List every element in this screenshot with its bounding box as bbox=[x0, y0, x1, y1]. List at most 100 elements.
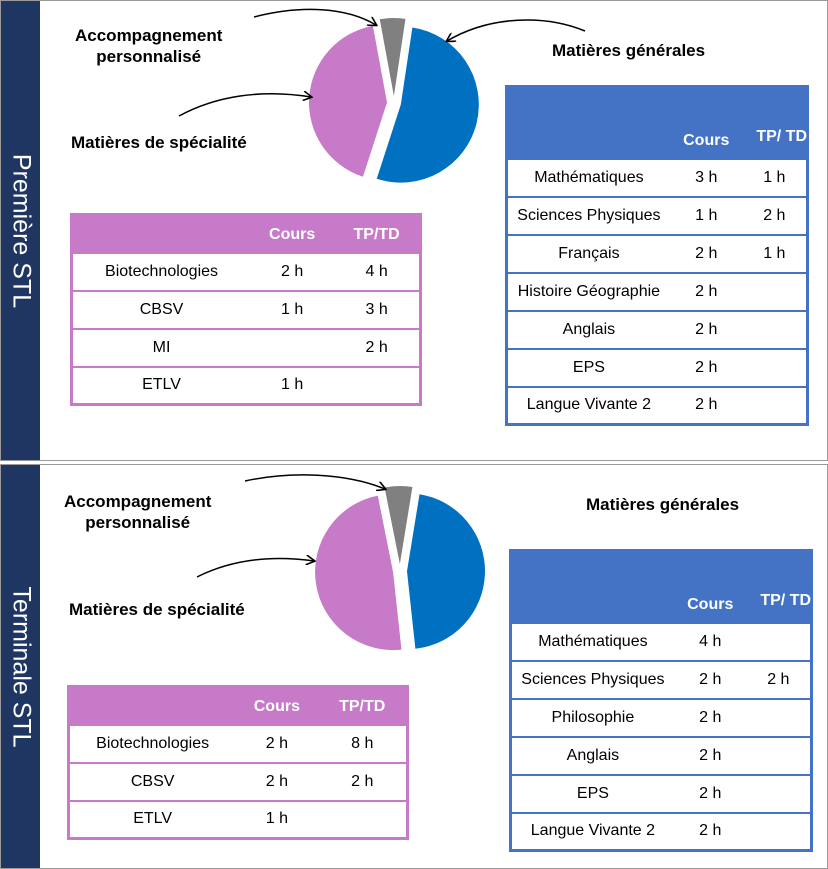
terminale-stl-panel: Terminale STL Accompagnement personnalis… bbox=[0, 464, 828, 869]
cours-cell: 2 h bbox=[669, 385, 743, 425]
tptd-cell bbox=[746, 697, 812, 737]
cours-cell: 2 h bbox=[673, 697, 747, 737]
terminale-pie-chart bbox=[310, 481, 490, 661]
subject-cell: Langue Vivante 2 bbox=[506, 385, 670, 425]
tptd-cell: 3 h bbox=[334, 289, 421, 329]
pie-slice-specialite bbox=[315, 495, 402, 651]
terminale-generales-table: Cours TP/ TD Mathématiques 4 h Sciences Phys… bbox=[509, 549, 813, 852]
premiere-generales-label: Matières générales bbox=[552, 41, 706, 60]
tptd-cell: 4 h bbox=[334, 251, 421, 291]
subject-cell: Biotechnologies bbox=[68, 723, 236, 763]
tptd-cell: 2 h bbox=[318, 761, 408, 801]
premiere-sidebar: Première STL bbox=[1, 1, 40, 460]
cours-cell: 2 h bbox=[673, 811, 747, 851]
subject-cell: Français bbox=[506, 233, 670, 273]
column-header bbox=[68, 686, 236, 725]
tptd-cell bbox=[742, 271, 808, 311]
pie-slice-specialite bbox=[309, 25, 388, 177]
table-row: ETLV 1 h bbox=[68, 799, 408, 839]
premiere-pie-chart bbox=[304, 13, 484, 193]
premiere-accompagnement-line2: personnalisé bbox=[96, 47, 202, 66]
premiere-specialite-label: Matières de spécialité bbox=[71, 133, 247, 152]
cours-cell: 1 h bbox=[669, 195, 743, 235]
cours-cell: 2 h bbox=[669, 309, 743, 349]
subject-cell: Mathématiques bbox=[506, 157, 670, 197]
terminale-accompagnement-line2: personnalisé bbox=[85, 513, 191, 532]
table-row: Mathématiques 4 h bbox=[510, 621, 812, 661]
premiere-stl-panel: Première STL Accompagnement personnalisé… bbox=[0, 0, 828, 461]
column-header bbox=[71, 214, 251, 253]
subject-cell: Histoire Géographie bbox=[506, 271, 670, 311]
premiere-accompagnement-line1: Accompagnement bbox=[75, 26, 223, 45]
subject-cell: MI bbox=[71, 327, 251, 367]
column-header bbox=[506, 86, 670, 159]
premiere-specialite-table-header-row: Cours TP/TD bbox=[71, 214, 421, 253]
cours-cell: 4 h bbox=[673, 621, 747, 661]
table-row: EPS 2 h bbox=[506, 347, 808, 387]
subject-cell: CBSV bbox=[71, 289, 251, 329]
tptd-cell bbox=[742, 309, 808, 349]
subject-cell: Langue Vivante 2 bbox=[510, 811, 674, 851]
cours-cell: 2 h bbox=[673, 659, 747, 699]
subject-cell: CBSV bbox=[68, 761, 236, 801]
cours-cell bbox=[250, 327, 335, 367]
pie-slice-generales bbox=[376, 27, 479, 183]
cours-cell: 2 h bbox=[235, 761, 319, 801]
column-header: Cours bbox=[673, 550, 747, 623]
cours-cell: 3 h bbox=[669, 157, 743, 197]
table-row: Anglais 2 h bbox=[506, 309, 808, 349]
premiere-generales-table-header-row: Cours TP/ TD bbox=[506, 86, 808, 159]
tptd-cell: 2 h bbox=[746, 659, 812, 699]
tptd-cell bbox=[746, 735, 812, 775]
subject-cell: Mathématiques bbox=[510, 621, 674, 661]
tptd-cell: 2 h bbox=[742, 195, 808, 235]
cours-cell: 2 h bbox=[673, 773, 747, 813]
tptd-cell bbox=[318, 799, 408, 839]
column-header: TP/ TD bbox=[746, 550, 812, 623]
premiere-sidebar-title: Première STL bbox=[7, 153, 35, 308]
tptd-cell bbox=[742, 385, 808, 425]
cours-cell: 1 h bbox=[250, 289, 335, 329]
tptd-cell: 1 h bbox=[742, 233, 808, 273]
terminale-specialite-table-header-row: Cours TP/TD bbox=[68, 686, 408, 725]
subject-cell: Sciences Physiques bbox=[510, 659, 674, 699]
tptd-cell bbox=[742, 347, 808, 387]
pie-slice-accompagnement bbox=[379, 18, 406, 97]
terminale-pie-svg bbox=[315, 486, 485, 651]
subject-cell: Philosophie bbox=[510, 697, 674, 737]
subject-cell: EPS bbox=[506, 347, 670, 387]
terminale-sidebar-title: Terminale STL bbox=[7, 585, 35, 748]
table-row: Anglais 2 h bbox=[510, 735, 812, 775]
cours-cell: 1 h bbox=[235, 799, 319, 839]
cours-cell: 2 h bbox=[673, 735, 747, 775]
subject-cell: Biotechnologies bbox=[71, 251, 251, 291]
cours-cell: 2 h bbox=[669, 233, 743, 273]
terminale-accompagnement-line1: Accompagnement bbox=[64, 492, 212, 511]
subject-cell: Sciences Physiques bbox=[506, 195, 670, 235]
cours-cell: 1 h bbox=[250, 365, 335, 405]
column-header: TP/TD bbox=[318, 686, 408, 725]
column-header bbox=[510, 550, 674, 623]
pie-slice-accompagnement bbox=[384, 486, 413, 565]
tptd-cell: 8 h bbox=[318, 723, 408, 763]
column-header: Cours bbox=[250, 214, 335, 253]
terminale-generales-table-header-row: Cours TP/ TD bbox=[510, 550, 812, 623]
terminale-generales-label: Matières générales bbox=[586, 495, 740, 514]
column-header-text: TP/ TD bbox=[756, 127, 807, 145]
cours-cell: 2 h bbox=[235, 723, 319, 763]
column-header: Cours bbox=[235, 686, 319, 725]
premiere-pie-svg bbox=[309, 18, 479, 183]
table-row: Histoire Géographie 2 h bbox=[506, 271, 808, 311]
